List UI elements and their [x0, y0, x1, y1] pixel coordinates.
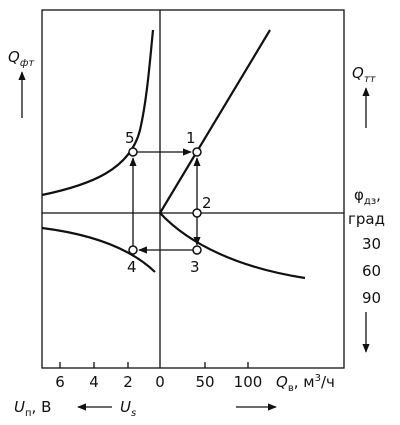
text-part: п	[25, 408, 32, 419]
text-part: U	[120, 398, 131, 416]
text-part: s	[131, 408, 136, 419]
angle-tick: 60	[362, 262, 381, 280]
text-part: дз	[364, 196, 376, 207]
point-label: 2	[202, 194, 212, 212]
text-part: в	[288, 383, 294, 394]
point-label: 5	[125, 129, 135, 147]
text-part: , м	[294, 373, 315, 391]
point	[192, 208, 202, 218]
point-label: 3	[190, 258, 200, 276]
x-tick-label: 2	[123, 373, 133, 391]
x-tick-label: 0	[155, 373, 165, 391]
x-tick-label: 50	[195, 373, 214, 391]
curve-upper-left	[41, 29, 155, 197]
curve-lower-right	[159, 212, 306, 280]
curve-lower-left	[41, 226, 156, 273]
signal-label: Us	[120, 398, 136, 419]
angle-label: φдз,	[354, 186, 381, 207]
frame	[41, 9, 345, 369]
text-part: ,	[376, 186, 381, 204]
point-label: 1	[186, 129, 196, 147]
point	[192, 245, 202, 255]
left-axis-label: Qфт	[8, 48, 35, 69]
point	[192, 147, 202, 157]
flow-label: Qв, м3/ч	[276, 373, 335, 394]
voltage-label: Uп, В	[14, 398, 51, 419]
right-axis-label: Qтт	[352, 64, 377, 85]
text-part: 3	[315, 373, 321, 384]
text-part: U	[14, 398, 25, 416]
angle-tick: 30	[362, 235, 381, 253]
text-part: Q	[8, 48, 20, 66]
text-part: , В	[32, 398, 52, 416]
text-part: /ч	[321, 373, 335, 391]
x-tick-label: 100	[234, 373, 263, 391]
point	[128, 147, 138, 157]
angle-tick: 90	[362, 289, 381, 307]
x-tick-label: 4	[89, 373, 99, 391]
text-part: Q	[276, 373, 288, 391]
text-part: тт	[364, 74, 377, 85]
angle-unit: град	[348, 210, 385, 228]
text-part: фт	[20, 58, 36, 69]
point	[128, 245, 138, 255]
bottom-ticks	[59, 362, 249, 368]
x-tick-label: 6	[55, 373, 65, 391]
text-part: φ	[354, 186, 364, 204]
text-part: Q	[352, 64, 364, 82]
line-upper-right	[159, 29, 271, 214]
point-label: 4	[127, 258, 137, 276]
